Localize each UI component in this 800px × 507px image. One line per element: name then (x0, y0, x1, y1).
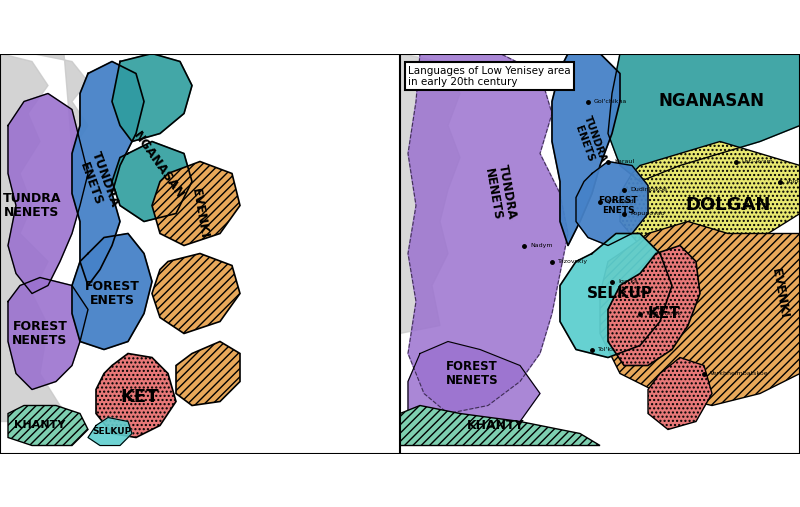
Polygon shape (112, 141, 192, 222)
Polygon shape (408, 342, 540, 433)
Text: TUNDRA
ENETS: TUNDRA ENETS (571, 115, 609, 168)
Text: FOREST
NENETS: FOREST NENETS (12, 319, 68, 347)
Text: DOLGAN: DOLGAN (686, 197, 770, 214)
Text: KHANTY: KHANTY (467, 419, 525, 432)
Text: FOREST
NENETS: FOREST NENETS (446, 359, 498, 387)
Text: KET: KET (648, 306, 680, 321)
Polygon shape (620, 141, 800, 254)
Text: SELKUP: SELKUP (92, 427, 132, 436)
Polygon shape (112, 54, 192, 141)
Text: Tazovskiy: Tazovskiy (558, 259, 588, 264)
Polygon shape (400, 54, 460, 334)
Polygon shape (96, 353, 176, 438)
Polygon shape (408, 54, 568, 414)
Text: SELKUP: SELKUP (587, 286, 653, 301)
Text: Verkhneimbatskoe: Verkhneimbatskoe (710, 371, 769, 376)
Polygon shape (8, 406, 88, 446)
Text: Turukhansk: Turukhansk (646, 311, 682, 316)
Polygon shape (0, 54, 80, 421)
Text: TUNDRA
NENETS: TUNDRA NENETS (482, 164, 518, 224)
Polygon shape (72, 234, 152, 349)
Polygon shape (88, 417, 132, 446)
Text: NGANASAN: NGANASAN (130, 129, 186, 202)
Polygon shape (152, 162, 240, 245)
Polygon shape (608, 54, 800, 182)
Text: Karaul: Karaul (614, 159, 634, 164)
Polygon shape (608, 245, 700, 366)
Text: Ust'-Avam: Ust'-Avam (742, 159, 774, 164)
Polygon shape (576, 162, 648, 245)
Text: EVENKI: EVENKI (189, 187, 211, 240)
Text: TUNDRA
ENETS: TUNDRA ENETS (75, 149, 121, 214)
Polygon shape (32, 54, 88, 150)
Polygon shape (560, 234, 672, 357)
Polygon shape (72, 61, 144, 285)
Text: Popupovao: Popupovao (630, 211, 665, 216)
Text: Nadym: Nadym (530, 243, 553, 248)
Polygon shape (552, 54, 620, 245)
Text: Languages of Low Yenisey area
in early 20th century: Languages of Low Yenisey area in early 2… (408, 65, 570, 87)
Text: EVENKI: EVENKI (769, 267, 791, 320)
Text: KET: KET (121, 388, 159, 407)
Text: TUNDRA
NENETS: TUNDRA NENETS (2, 192, 62, 220)
Polygon shape (600, 222, 800, 406)
Text: FOREST
ENETS: FOREST ENETS (85, 279, 139, 308)
Polygon shape (8, 277, 88, 389)
Polygon shape (152, 254, 240, 334)
Polygon shape (8, 93, 88, 294)
Text: Igarka: Igarka (618, 279, 638, 284)
Text: KHANTY: KHANTY (14, 420, 66, 430)
Polygon shape (176, 342, 240, 406)
Text: FOREST
ENETS: FOREST ENETS (598, 196, 638, 215)
Text: Volochanka: Volochanka (786, 179, 800, 184)
Text: NGANASAN: NGANASAN (659, 92, 765, 111)
Polygon shape (648, 357, 712, 429)
Text: Dudinkskoe: Dudinkskoe (630, 187, 667, 192)
Text: Iykkhard: Iykkhard (606, 199, 634, 204)
Polygon shape (400, 406, 600, 446)
Text: Tol'ka: Tol'ka (598, 347, 616, 352)
Text: Gol'chikha: Gol'chikha (594, 99, 627, 104)
